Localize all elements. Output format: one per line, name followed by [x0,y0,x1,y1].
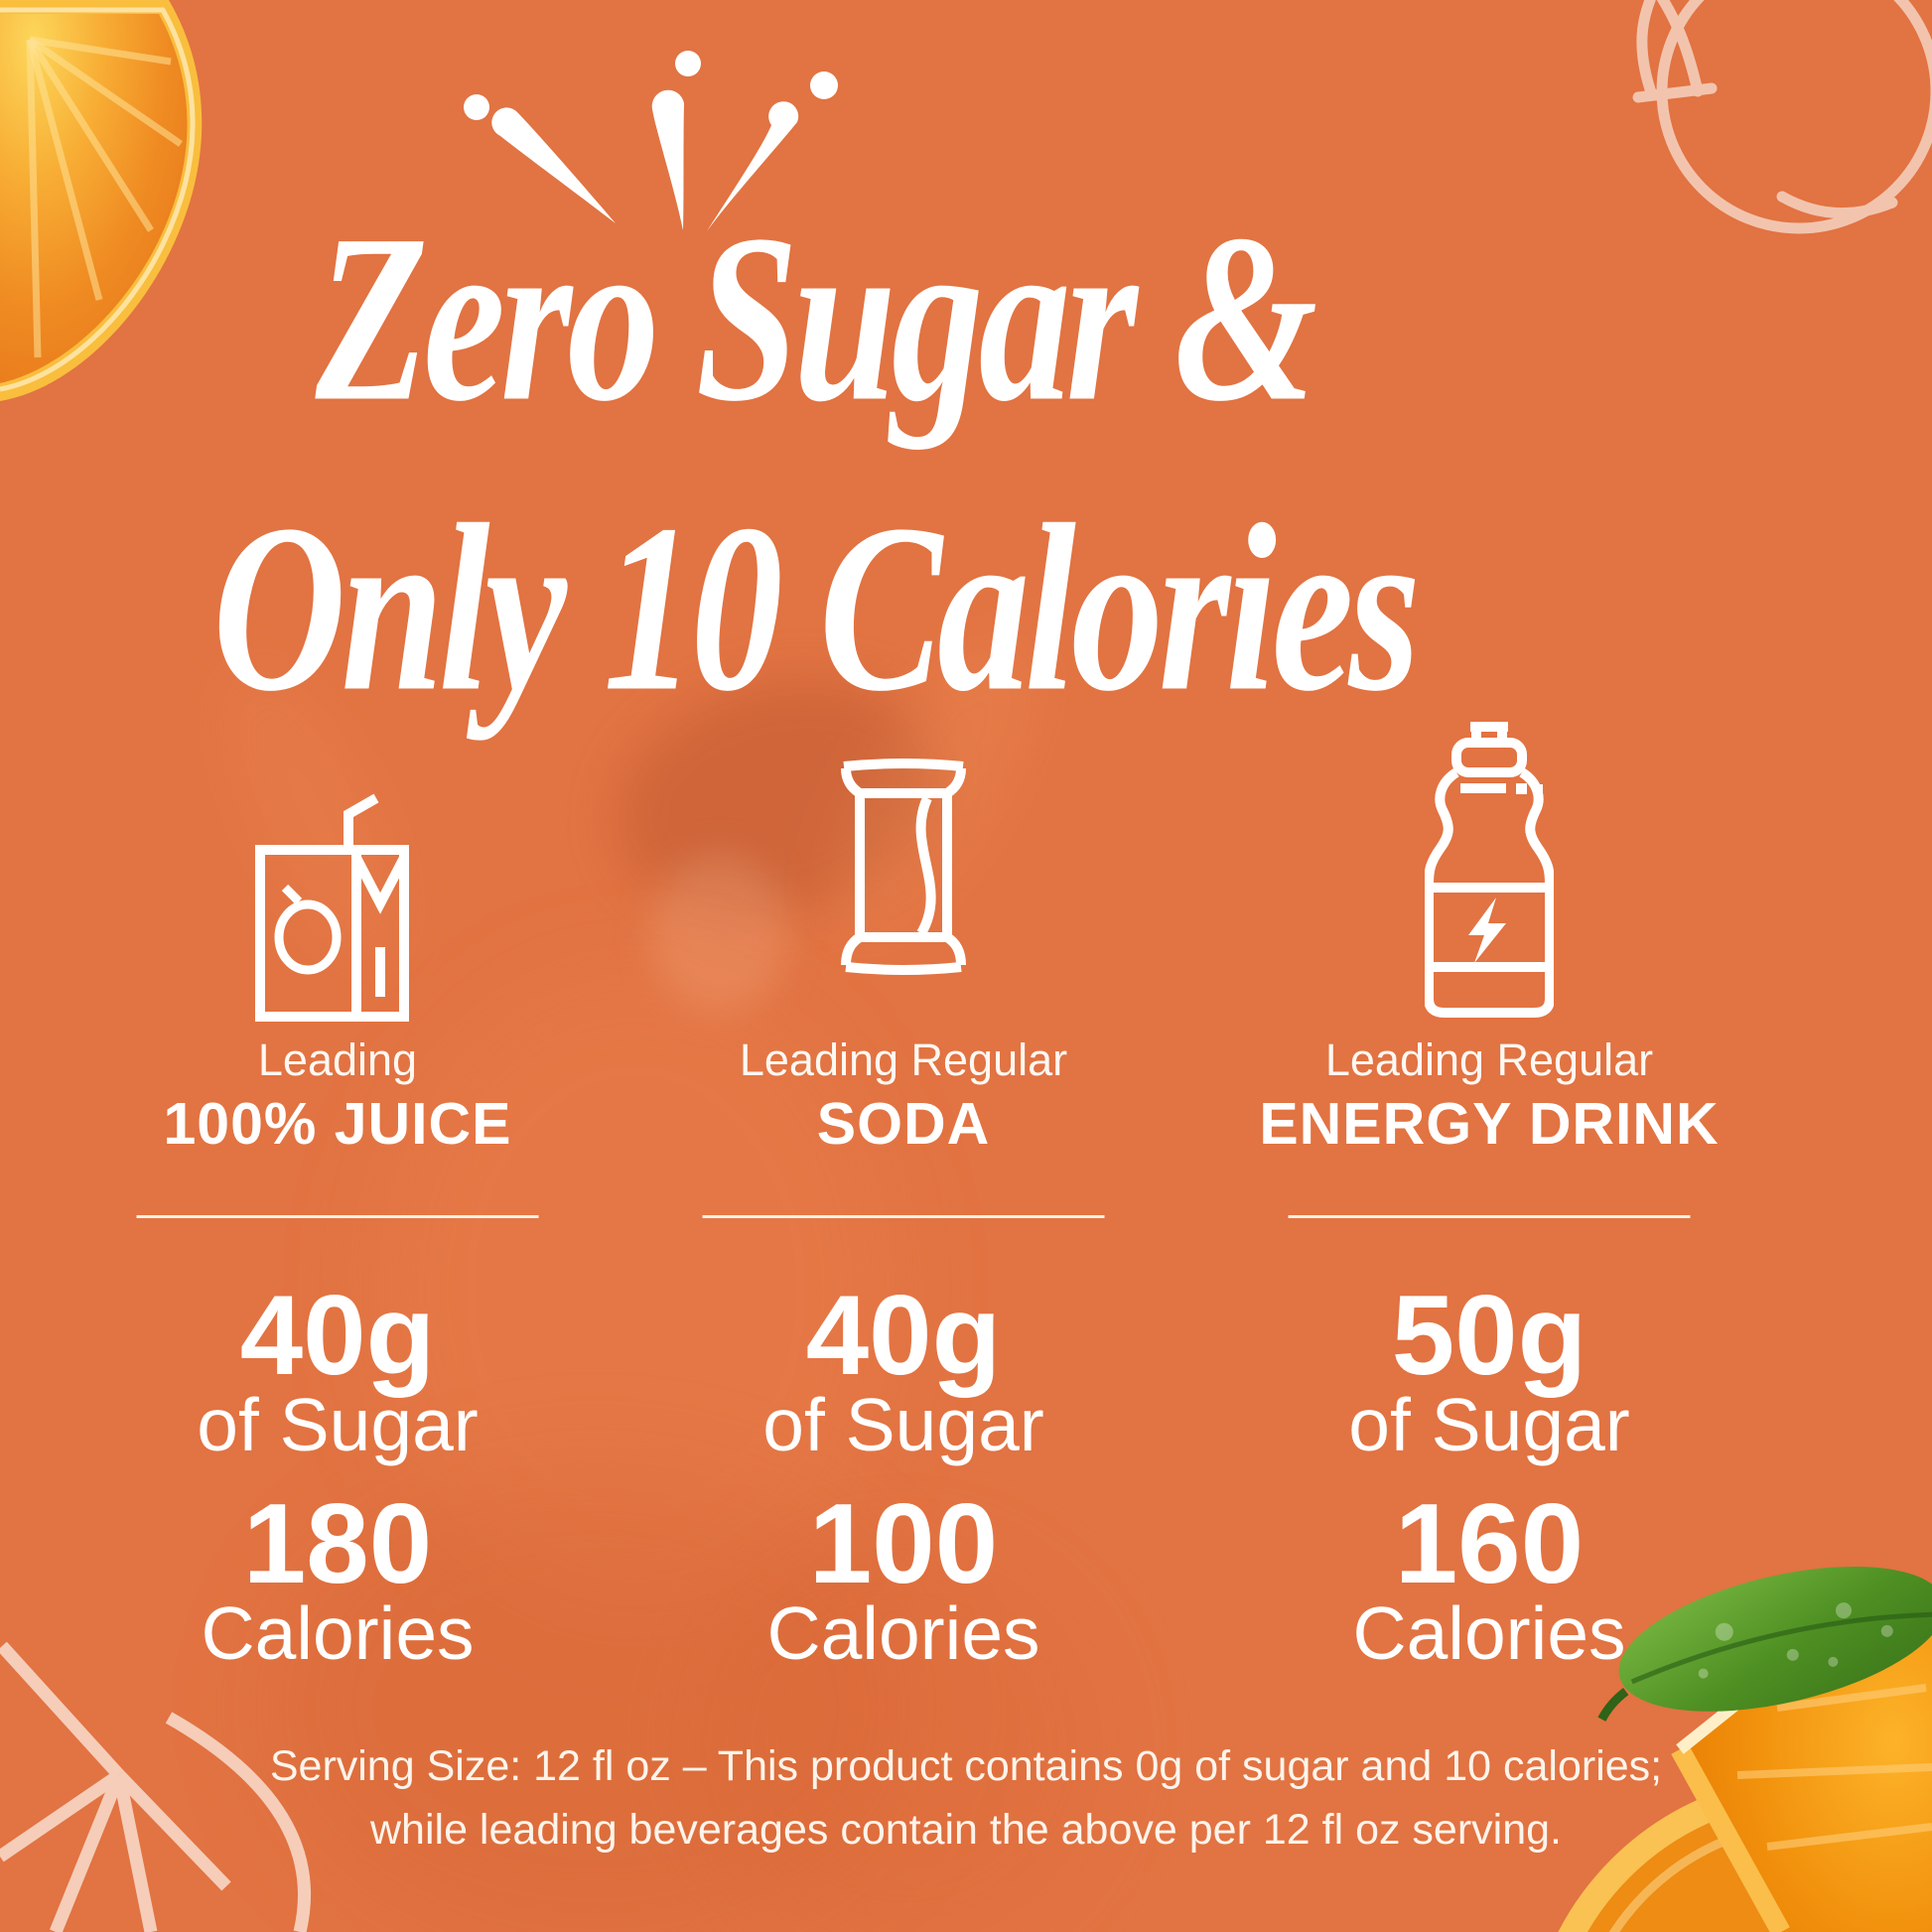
energy-drink-bottle-icon [1425,722,1554,1018]
sugar-value: 40g [805,1273,1002,1399]
orange-slices-leaf-photo-bottom-right [1558,1566,1932,1932]
calories-label: Calories [201,1591,475,1675]
orange-outline-sketch-top-right [1632,0,1932,234]
title-line-1: Zero Sugar & [315,186,1318,452]
sugar-label: of Sugar [762,1383,1044,1466]
divider-line [136,1215,539,1218]
calories-label: Calories [1352,1591,1626,1675]
sugar-label: of Sugar [1348,1383,1630,1466]
leaf [1597,1566,1932,1722]
column-name-line2: 100% JUICE [163,1091,512,1157]
column-soda: Leading Regular SODA 40g of Sugar 100 Ca… [606,715,1201,1708]
title-line-2: Only 10 Calories [212,476,1421,742]
column-name-line1: Leading Regular [1324,1035,1654,1085]
juice-splash-icon [464,51,838,232]
column-name-line2: ENERGY DRINK [1259,1091,1720,1157]
column-name-line1: Leading [257,1035,418,1085]
orange-slice-photo-top-left [0,0,203,401]
calories-value: 180 [242,1481,433,1607]
calories-label: Calories [766,1591,1040,1675]
calories-value: 100 [808,1481,999,1607]
disclaimer-line-2: while leading beverages contain the abov… [370,1806,1562,1854]
column-energy-drink: Leading Regular ENERGY DRINK 50g of Suga… [1191,715,1787,1708]
sugar-value: 40g [239,1273,436,1399]
orange-wedge-sketch-bottom-left [0,1641,312,1932]
soda-can-icon [841,759,966,975]
juice-carton-icon [255,793,409,1022]
calories-value: 160 [1394,1481,1585,1607]
column-juice: Leading 100% JUICE 40g of Sugar 180 Calo… [40,715,635,1708]
divider-line [1288,1215,1691,1218]
sugar-value: 50g [1391,1273,1587,1399]
sugar-label: of Sugar [197,1383,479,1466]
divider-line [702,1215,1105,1218]
disclaimer-line-1: Serving Size: 12 fl oz – This product co… [269,1742,1663,1790]
column-name-line2: SODA [816,1091,991,1157]
column-name-line1: Leading Regular [739,1035,1068,1085]
